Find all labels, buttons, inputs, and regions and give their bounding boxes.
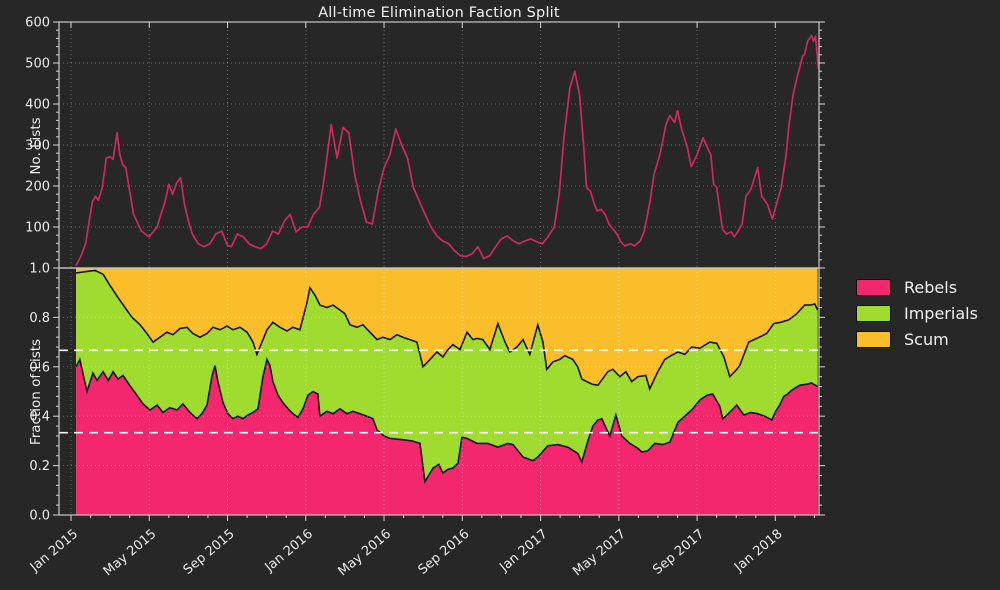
legend-item-scum: Scum — [856, 331, 978, 348]
svg-text:Sep 2015: Sep 2015 — [181, 527, 238, 578]
third-guides — [59, 349, 819, 434]
svg-text:Jan 2015: Jan 2015 — [27, 527, 81, 576]
svg-text:0.6: 0.6 — [29, 360, 50, 375]
rebels-boundary-line — [75, 357, 819, 485]
svg-text:1.0: 1.0 — [29, 262, 50, 277]
svg-text:300: 300 — [25, 139, 50, 154]
legend-item-rebels: Rebels — [856, 279, 978, 296]
rebels-area — [76, 359, 818, 515]
axis-ticks — [53, 21, 825, 521]
legend: Rebels Imperials Scum — [856, 279, 978, 357]
imperials-swatch — [856, 305, 891, 322]
legend-item-imperials: Imperials — [856, 305, 978, 322]
svg-text:May 2017: May 2017 — [570, 527, 629, 580]
svg-text:400: 400 — [25, 98, 50, 113]
legend-label: Rebels — [904, 278, 958, 297]
top-line-chart — [75, 34, 820, 267]
svg-text:0.2: 0.2 — [29, 459, 50, 474]
svg-text:Jan 2017: Jan 2017 — [496, 527, 550, 576]
svg-text:600: 600 — [25, 16, 50, 31]
svg-text:200: 200 — [25, 180, 50, 195]
imperials-boundary-line — [75, 269, 819, 392]
svg-text:500: 500 — [25, 57, 50, 72]
scum-swatch — [856, 331, 891, 348]
svg-text:Jan 2016: Jan 2016 — [262, 527, 316, 576]
svg-text:Jan 2018: Jan 2018 — [731, 527, 785, 576]
svg-text:Sep 2017: Sep 2017 — [650, 527, 707, 578]
y-axis-label-fraction: Fraction of Lists — [28, 338, 44, 446]
svg-text:0.4: 0.4 — [29, 410, 50, 425]
svg-text:100: 100 — [25, 221, 50, 236]
svg-text:Sep 2016: Sep 2016 — [416, 527, 473, 578]
y-axis-label-no-lists: No. Lists — [28, 117, 44, 175]
rebels-swatch — [856, 279, 891, 296]
chart-title: All-time Elimination Faction Split — [318, 5, 560, 21]
legend-label: Imperials — [904, 304, 978, 323]
gridlines — [59, 22, 819, 515]
svg-text:May 2015: May 2015 — [101, 527, 160, 580]
no-lists-line — [75, 34, 820, 267]
svg-text:May 2016: May 2016 — [335, 527, 394, 580]
stacked-area-chart — [75, 268, 819, 515]
svg-text:0.8: 0.8 — [29, 311, 50, 326]
svg-text:0.0: 0.0 — [29, 509, 50, 524]
legend-label: Scum — [904, 330, 949, 349]
